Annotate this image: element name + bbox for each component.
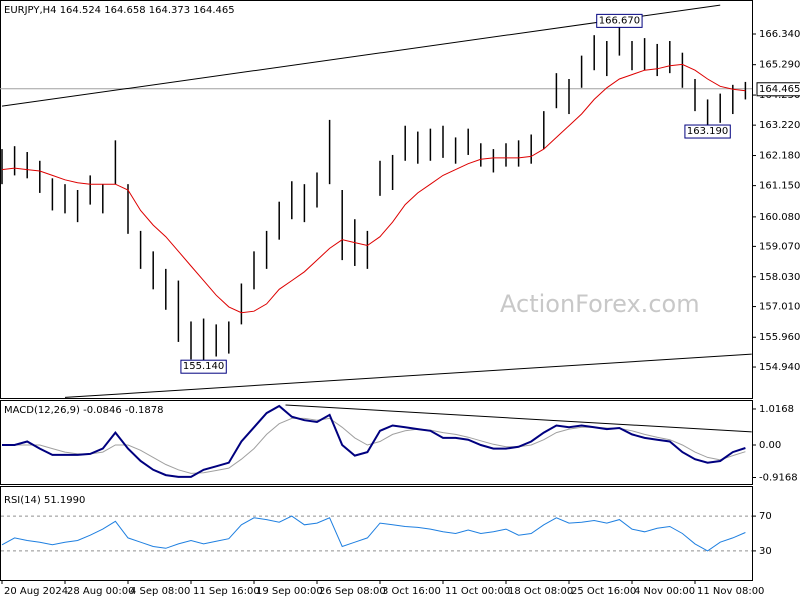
y-tick-label: 159.070 — [759, 241, 800, 252]
rsi-panel — [0, 486, 753, 581]
y-tick-label: 157.010 — [759, 302, 800, 313]
x-tick-label: 28 Aug 00:00 — [67, 586, 134, 597]
last-price-label: 164.465 — [759, 84, 800, 95]
y-tick-label: 70 — [759, 511, 772, 522]
x-tick-label: 11 Nov 08:00 — [697, 586, 764, 597]
y-tick-label: 163.220 — [759, 120, 800, 131]
y-tick-label: 0.00 — [759, 440, 781, 451]
annotation-label: 163.190 — [687, 126, 728, 137]
annotation-label: 166.670 — [599, 15, 640, 26]
x-tick-label: 20 Aug 2024 — [4, 586, 68, 597]
y-tick-label: 155.960 — [759, 332, 800, 343]
macd-line — [2, 404, 746, 478]
annotation-box — [180, 359, 227, 374]
annotation-box — [596, 13, 643, 28]
y-tick-label: 166.340 — [759, 29, 800, 40]
x-tick-label: 18 Oct 08:00 — [508, 586, 573, 597]
y-tick-label: -0.9168 — [759, 473, 798, 484]
x-tick-label: 25 Oct 16:00 — [571, 586, 636, 597]
last-price-box — [756, 82, 800, 97]
y-tick-label: 154.940 — [759, 362, 800, 373]
x-tick-label: 11 Oct 00:00 — [445, 586, 510, 597]
price-panel — [0, 0, 753, 399]
panel-title: MACD(12,26,9) -0.0846 -0.1878 — [4, 405, 164, 416]
panel-title: RSI(14) 51.1990 — [4, 495, 85, 506]
x-tick-label: 11 Sep 16:00 — [193, 586, 260, 597]
rsi-line — [1, 515, 746, 552]
x-tick-label: 3 Oct 16:00 — [382, 586, 441, 597]
trendline — [285, 404, 752, 433]
watermark: ActionForex.com — [500, 290, 700, 318]
annotation-box — [684, 124, 731, 139]
y-tick-label: 165.290 — [759, 60, 800, 71]
moving-average — [1, 63, 746, 314]
x-tick-label: 26 Sep 08:00 — [319, 586, 386, 597]
y-tick-label: 161.150 — [759, 181, 800, 192]
trendline — [64, 353, 752, 398]
y-tick-label: 160.080 — [759, 212, 800, 223]
y-tick-label: 1.0168 — [759, 404, 794, 415]
y-tick-label: 162.180 — [759, 151, 800, 162]
x-tick-label: 4 Nov 00:00 — [634, 586, 695, 597]
x-tick-label: 4 Sep 08:00 — [130, 586, 190, 597]
x-tick-label: 19 Sep 00:00 — [256, 586, 323, 597]
y-tick-label: 158.030 — [759, 272, 800, 283]
annotation-label: 155.140 — [183, 361, 224, 372]
panel-title: EURJPY,H4 164.524 164.658 164.373 164.46… — [4, 5, 235, 16]
y-tick-label: 30 — [759, 546, 772, 557]
macd-panel — [0, 400, 753, 485]
